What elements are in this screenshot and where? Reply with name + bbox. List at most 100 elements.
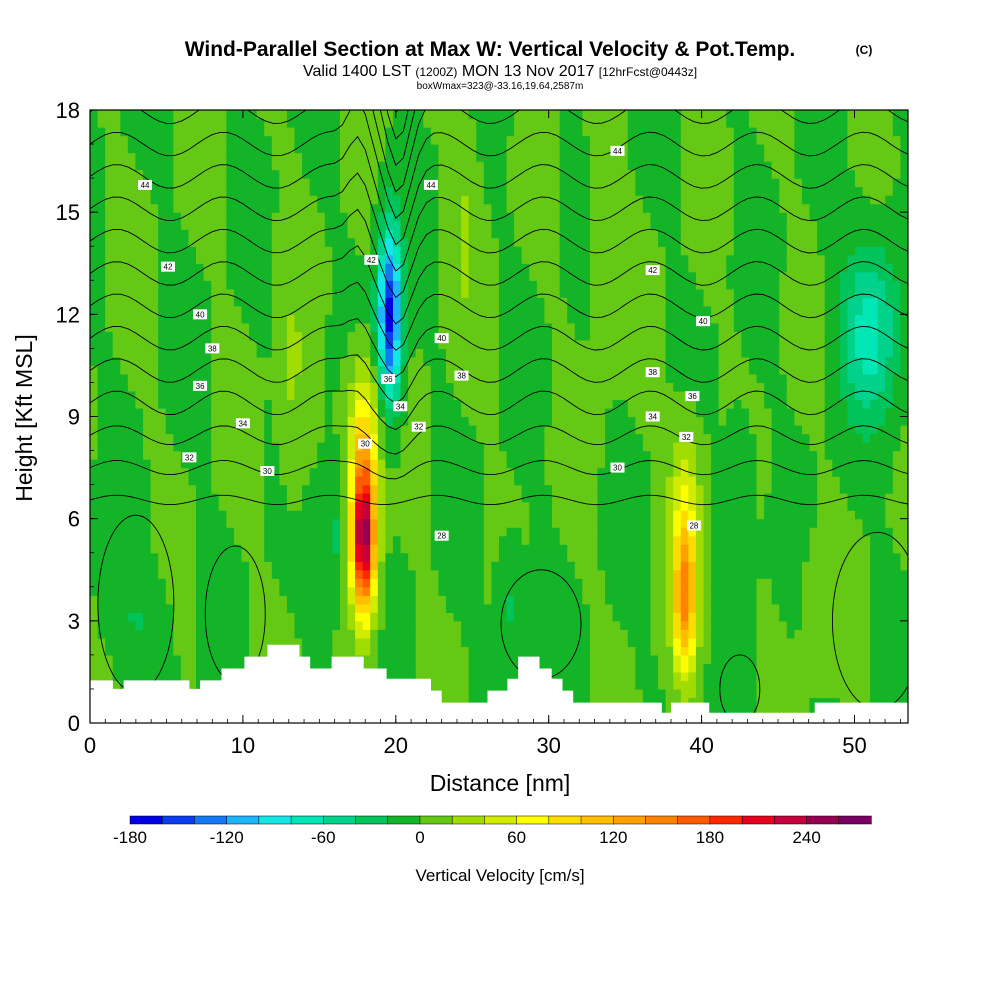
velocity-cell — [143, 552, 152, 562]
velocity-cell — [120, 595, 129, 605]
velocity-cell — [438, 314, 447, 324]
velocity-cell — [150, 442, 159, 452]
velocity-cell — [173, 220, 182, 230]
velocity-cell — [218, 220, 227, 230]
velocity-cell — [120, 280, 129, 290]
velocity-cell — [233, 297, 243, 307]
velocity-cell — [567, 569, 576, 579]
velocity-cell — [203, 510, 212, 520]
velocity-cell — [445, 416, 455, 426]
velocity-cell — [309, 578, 318, 588]
velocity-cell — [370, 203, 379, 213]
velocity-cell — [302, 118, 311, 128]
velocity-cell — [218, 237, 227, 247]
velocity-cell — [536, 459, 546, 469]
velocity-cell — [392, 416, 402, 426]
velocity-cell — [347, 433, 356, 443]
velocity-cell — [559, 331, 568, 341]
velocity-cell — [196, 186, 205, 196]
velocity-cell — [574, 331, 583, 341]
velocity-cell — [438, 629, 447, 639]
velocity-cell — [377, 425, 386, 435]
velocity-cell — [279, 552, 288, 562]
velocity-cell — [468, 399, 477, 409]
velocity-cell — [559, 450, 568, 460]
velocity-cell — [362, 544, 371, 554]
velocity-cell — [536, 654, 546, 664]
velocity-cell — [218, 544, 227, 554]
velocity-cell — [302, 629, 311, 639]
velocity-cell — [468, 671, 477, 682]
velocity-cell — [385, 442, 394, 452]
velocity-cell — [127, 646, 137, 656]
velocity-cell — [468, 620, 477, 630]
velocity-cell — [302, 450, 311, 460]
velocity-cell — [279, 578, 288, 588]
velocity-cell — [362, 314, 371, 324]
velocity-cell — [483, 578, 493, 588]
velocity-cell — [196, 484, 205, 494]
velocity-cell — [385, 663, 394, 673]
velocity-cell — [317, 220, 326, 230]
velocity-cell — [279, 331, 288, 341]
velocity-cell — [499, 195, 508, 205]
velocity-cell — [112, 288, 121, 298]
velocity-cell — [544, 407, 553, 418]
velocity-cell — [377, 450, 386, 460]
velocity-cell — [317, 161, 326, 171]
velocity-cell — [499, 416, 508, 426]
velocity-cell — [559, 671, 568, 682]
velocity-cell — [430, 629, 439, 639]
velocity-cell — [158, 322, 167, 332]
velocity-cell — [143, 425, 152, 435]
velocity-cell — [385, 671, 394, 682]
velocity-cell — [392, 390, 402, 401]
velocity-cell — [241, 373, 250, 384]
velocity-cell — [226, 484, 235, 494]
velocity-cell — [559, 373, 568, 384]
velocity-cell — [135, 671, 144, 682]
velocity-cell — [536, 169, 546, 179]
velocity-cell — [521, 339, 530, 349]
velocity-cell — [536, 578, 546, 588]
velocity-cell — [97, 442, 106, 452]
velocity-cell — [430, 407, 439, 418]
velocity-cell — [506, 110, 515, 120]
velocity-cell — [392, 314, 402, 324]
velocity-cell — [552, 237, 561, 247]
velocity-cell — [506, 552, 515, 562]
velocity-cell — [392, 331, 402, 341]
velocity-cell — [256, 152, 265, 162]
velocity-cell — [536, 561, 546, 571]
velocity-cell — [612, 671, 621, 682]
velocity-cell — [294, 263, 303, 273]
velocity-cell — [105, 442, 114, 452]
velocity-cell — [468, 246, 477, 256]
velocity-cell — [491, 612, 500, 622]
velocity-cell — [362, 382, 371, 392]
velocity-cell — [150, 356, 159, 367]
velocity-cell — [544, 212, 553, 222]
velocity-cell — [271, 459, 280, 469]
velocity-cell — [150, 271, 159, 281]
velocity-cell — [143, 161, 152, 171]
velocity-cell — [135, 135, 144, 145]
velocity-cell — [339, 220, 349, 230]
velocity-cell — [158, 229, 167, 239]
velocity-cell — [355, 629, 364, 639]
velocity-cell — [438, 203, 447, 213]
velocity-cell — [218, 305, 227, 315]
velocity-cell — [559, 220, 568, 230]
velocity-cell — [180, 382, 190, 392]
velocity-cell — [605, 629, 614, 639]
velocity-cell — [279, 518, 288, 528]
velocity-cell — [105, 646, 114, 656]
velocity-cell — [127, 603, 137, 613]
velocity-cell — [347, 552, 356, 562]
velocity-cell — [552, 646, 561, 656]
velocity-cell — [188, 629, 197, 639]
velocity-cell — [362, 484, 371, 494]
velocity-cell — [105, 527, 114, 537]
velocity-cell — [211, 263, 220, 273]
velocity-cell — [362, 195, 371, 205]
